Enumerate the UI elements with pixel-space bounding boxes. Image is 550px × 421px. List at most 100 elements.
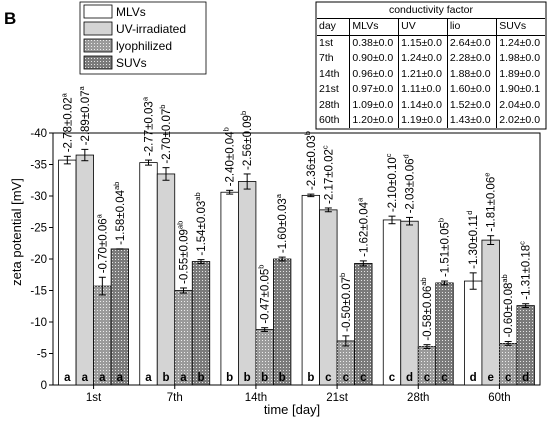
table-row: 21st 0.97±0.0 1.11±0.0 1.60±0.0 1.90±0.1 [317,82,545,98]
value-label-superscript: d [465,211,474,215]
value-label-main: -0.47±0.05 [260,269,272,324]
significance-letter: a [82,372,89,384]
legend-label: SUVs [116,56,147,70]
value-label: -2.40±0.04b [222,127,237,186]
significance-letter: b [279,372,286,384]
value-label: -0.55±0.09ab [176,221,191,284]
value-label: -2.03±0.06d [402,154,417,213]
significance-letter: c [424,372,431,384]
legend-label: lyophilized [116,39,172,53]
value-label-main: -2.36±0.03 [306,135,318,190]
value-label: -2.56±0.09b [239,111,254,170]
value-label-main: -0.50±0.07 [341,277,353,332]
value-label-text: -1.54±0.03ab [193,192,208,255]
table-header-cell: lio [446,19,497,36]
significance-letter: c [389,372,396,384]
table-cell: 1.89±0.0 [496,66,545,82]
bar-pattern [192,261,210,385]
y-tick-label: -40 [30,128,47,140]
bar [220,191,239,386]
significance-letter: b [261,372,268,384]
y-tick-label: -20 [30,254,47,266]
significance-letter: b [162,372,169,384]
bar-pattern [418,346,436,385]
value-label-text: -1.60±0.03a [274,193,289,253]
table-header-cell: MLVs [349,19,399,36]
value-label-main: -0.70±0.06 [97,218,109,273]
value-label: -0.60±0.08ab [500,274,515,337]
table-cell: 14th [319,67,340,80]
value-label-main: -2.56±0.09 [242,115,254,170]
value-label-main: -2.10±0.10 [387,157,399,212]
table-row: 60th 1.20±0.0 1.19±0.0 1.43±0.0 2.02±0.0 [317,113,545,128]
significance-letter: b [307,372,314,384]
significance-letter: a [64,372,71,384]
table-cell: 2.28±0.0 [446,51,497,67]
value-label: -1.54±0.03ab [193,192,208,255]
value-label-superscript: a [77,85,86,90]
significance-letter: b [197,372,204,384]
value-label-superscript: b [222,127,231,131]
table-cell: 1.88±0.0 [446,66,497,82]
value-label-superscript: ab [176,221,185,229]
bar [400,220,419,386]
table-cell: 1.09±0.0 [349,97,399,113]
x-tick-label: 21st [326,392,349,404]
value-label-main: -2.17±0.02 [323,149,335,204]
value-label-superscript: a [274,193,283,198]
value-label-main: -1.54±0.03 [196,201,208,256]
bar-pattern [337,340,355,385]
table-cell: 0.90±0.0 [349,51,399,67]
value-label: -1.30±0.11d [465,211,480,269]
table-row: 1st 0.38±0.0 1.15±0.0 2.64±0.0 1.24±0.0 [317,35,545,51]
significance-letter: a [180,372,187,384]
value-label-main: -1.51±0.05 [440,222,452,277]
table-cell: 1.11±0.0 [398,82,448,98]
value-label-superscript: c [320,145,329,149]
value-label-main: -1.81±0.06 [486,177,498,232]
value-label: -1.31±0.18c [518,241,533,300]
value-label-text: -2.56±0.09b [239,111,254,170]
y-tick-label: -15 [30,286,47,298]
value-label-superscript: a [59,92,68,97]
table-header-row: day MLVs UV lio SUVs [317,19,545,36]
table-header-cell: UV [398,19,448,36]
value-label-text: -2.17±0.02c [320,145,335,204]
value-label: -0.58±0.06ab [419,277,434,340]
x-tick-label: 14th [245,392,267,404]
value-label: -0.50±0.07b [338,273,353,332]
bar [382,219,402,386]
bar [139,162,158,386]
table-row: 14th 0.96±0.0 1.21±0.0 1.88±0.0 1.89±0.0 [317,66,545,82]
value-label-superscript: a [355,197,364,202]
value-label: -0.47±0.05b [257,265,272,324]
significance-letter: a [145,372,152,384]
x-tick-label: 28th [407,392,429,404]
value-label-main: -1.58±0.04 [115,189,127,245]
table-cell: 1.21±0.0 [398,66,448,82]
y-axis: 0 -5 -10 -15 -20 -25 -30 -35 -40 [30,128,53,392]
bar [301,194,320,386]
significance-letter: d [470,372,477,384]
value-label-text: -1.51±0.05b [437,218,452,277]
legend-label: UV-irradiated [116,22,186,36]
table-cell: 1.98±0.0 [496,51,545,67]
value-label-main: -2.03±0.06 [405,159,417,214]
bar [319,209,338,386]
legend-swatch [83,21,113,36]
value-label: -1.58±0.04ab [112,182,127,245]
bar-pattern [111,248,129,385]
table-cell: 1.19±0.0 [398,113,448,128]
bar [481,239,500,386]
value-label: -2.77±0.03a [141,96,156,156]
value-label-superscript: b [257,265,266,269]
value-label-text: -1.81±0.06e [483,173,498,232]
value-label-main: -2.70±0.07 [161,109,173,164]
table-cell: 1.14±0.0 [398,97,448,113]
bar-pattern [354,263,373,385]
significance-letter: b [226,372,233,384]
significance-letter: c [441,372,448,384]
value-label-superscript: a [94,213,103,218]
value-label-text: -2.89±0.07a [77,85,92,145]
table-cell: 1.43±0.0 [446,113,497,128]
